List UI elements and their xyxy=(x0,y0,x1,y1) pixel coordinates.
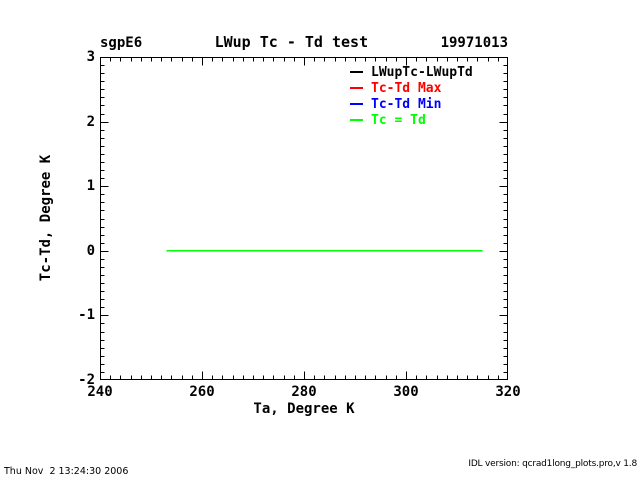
x-tick-label: 320 xyxy=(495,384,521,400)
y-tick-label: -1 xyxy=(78,307,95,324)
footer-version-info: IDL version: qcrad1long_plots.pro,v 1.8 … xyxy=(405,442,637,480)
y-tick-label: 2 xyxy=(86,113,95,130)
y-axis-ticks xyxy=(100,57,508,380)
legend-line-swatch xyxy=(350,71,363,73)
y-tick-label: -2 xyxy=(78,372,95,388)
x-tick-label: 260 xyxy=(189,384,215,400)
legend-entry: Tc-Td Min xyxy=(350,96,473,112)
legend-entry-label: Tc-Td Min xyxy=(371,96,442,112)
x-axis-ticks xyxy=(100,57,508,380)
site-label: sgpE6 xyxy=(100,35,143,51)
date-label: 19971013 xyxy=(440,35,508,51)
y-axis-title: Tc-Td, Degree K xyxy=(38,154,54,282)
x-tick-label: 240 xyxy=(87,384,113,400)
legend-entry: Tc-Td Max xyxy=(350,80,473,96)
plot-header: sgpE6 LWup Tc - Td test 19971013 xyxy=(100,33,508,51)
legend-entry: LWupTc-LWupTd xyxy=(350,64,473,80)
footer-left: Thu Nov 2 13:24:30 2006 Battelle Pacific… xyxy=(4,442,331,480)
legend-line-swatch xyxy=(350,119,363,121)
legend-entry-label: Tc-Td Max xyxy=(371,80,442,96)
legend-line-swatch xyxy=(350,87,363,89)
chart-title: LWup Tc - Td test xyxy=(214,33,369,51)
plot-generation-timestamp: Thu Nov 2 13:24:30 2006 xyxy=(4,466,129,477)
legend-entry: Tc = Td xyxy=(350,112,473,128)
chart-legend: LWupTc-LWupTd Tc-Td Max Tc-Td Min Tc = Td xyxy=(350,64,473,128)
x-tick-label: 280 xyxy=(291,384,317,400)
y-tick-label: 1 xyxy=(86,178,95,195)
idl-version-line: IDL version: qcrad1long_plots.pro,v 1.8 xyxy=(468,459,637,469)
legend-entry-label: Tc = Td xyxy=(371,112,426,128)
y-tick-label: 0 xyxy=(86,242,95,259)
legend-entry-label: LWupTc-LWupTd xyxy=(371,64,473,80)
legend-line-swatch xyxy=(350,103,363,105)
x-axis-title: Ta, Degree K xyxy=(253,401,355,417)
plot-frame xyxy=(100,57,508,380)
plot-area: 240 260 280 300 320 -2 -1 0 1 2 3 LWupTc-LWupTd Tc… xyxy=(78,49,521,400)
x-tick-label: 300 xyxy=(393,384,419,400)
y-tick-label: 3 xyxy=(86,49,95,65)
